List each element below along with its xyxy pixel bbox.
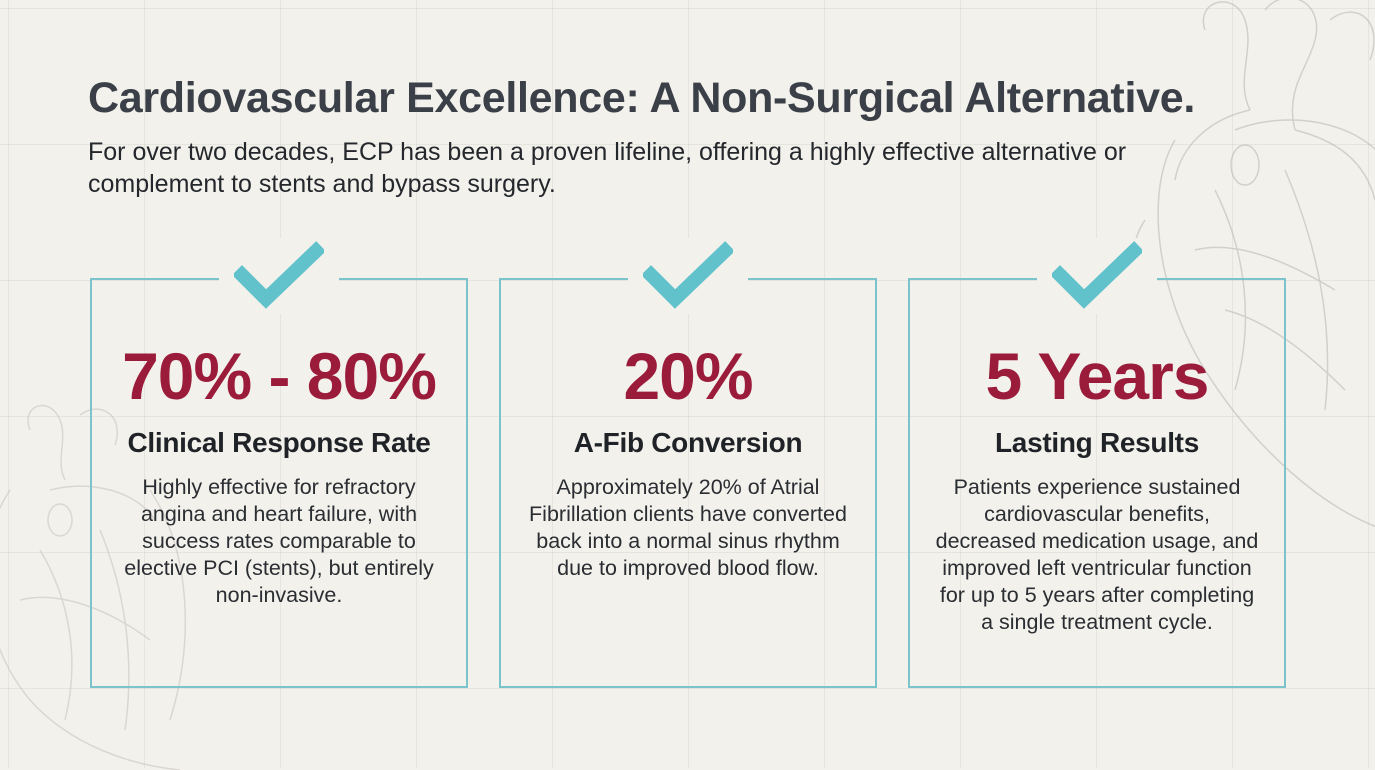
stat-description: Highly effective for refractory angina a… <box>124 475 434 607</box>
stat-description: Patients experience sustained cardiovasc… <box>935 475 1259 634</box>
stat-card-afib-conversion: 20% A-Fib Conversion Approximately 20% o… <box>499 238 877 688</box>
stat-label: Lasting Results <box>995 427 1199 458</box>
checkmark-icon <box>219 238 339 314</box>
stat-card-response-rate: 70% - 80% Clinical Response Rate Highly … <box>90 238 468 688</box>
stat-label: A-Fib Conversion <box>573 427 803 458</box>
stat-card-lasting-results: 5 Years Lasting Results Patients experie… <box>908 238 1286 688</box>
stat-description: Approximately 20% of Atrial Fibrillation… <box>529 475 847 580</box>
page-subtitle: For over two decades, ECP has been a pro… <box>88 138 1127 198</box>
stat-value: 20% <box>623 339 753 413</box>
stat-value: 5 Years <box>985 339 1209 413</box>
stat-label: Clinical Response Rate <box>127 427 431 458</box>
checkmark-icon <box>628 238 748 314</box>
page-title: Cardiovascular Excellence: A Non-Surgica… <box>88 74 1195 122</box>
stat-value: 70% - 80% <box>122 339 437 413</box>
checkmark-icon <box>1037 238 1157 314</box>
